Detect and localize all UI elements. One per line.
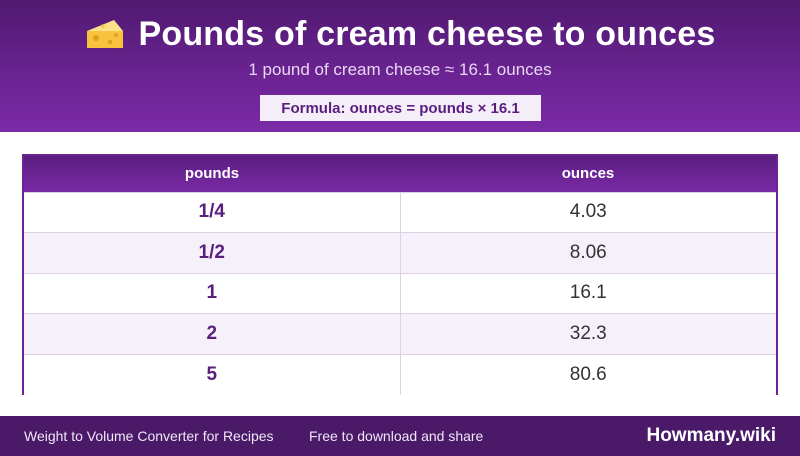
table-row: 1 16.1 — [24, 272, 776, 314]
cell-ounces: 8.06 — [400, 232, 776, 273]
table-row: 5 80.6 — [24, 353, 776, 395]
table-row: 2 32.3 — [24, 313, 776, 354]
cheese-icon — [84, 17, 126, 51]
header-banner: Pounds of cream cheese to ounces 1 pound… — [0, 0, 800, 132]
cell-ounces: 16.1 — [400, 272, 776, 314]
footer-tagline: Weight to Volume Converter for Recipes — [24, 428, 274, 444]
cell-pounds: 1/2 — [24, 232, 401, 273]
cell-ounces: 32.3 — [400, 313, 776, 354]
cell-pounds: 1/4 — [24, 191, 401, 233]
column-header-ounces: ounces — [561, 165, 615, 183]
table-header-row: pounds ounces — [24, 156, 776, 192]
table-row: 1/2 8.06 — [24, 232, 776, 273]
cell-pounds: 1 — [24, 272, 401, 314]
table-row: 1/4 4.03 — [24, 191, 776, 233]
page-title: Pounds of cream cheese to ounces — [0, 12, 800, 56]
cell-pounds: 2 — [24, 313, 401, 354]
brand-logo-text[interactable]: Howmany.wiki — [646, 425, 776, 446]
footer-share-note: Free to download and share — [309, 428, 484, 444]
cell-ounces: 80.6 — [400, 353, 776, 395]
cell-ounces: 4.03 — [400, 191, 776, 233]
subtitle: 1 pound of cream cheese ≈ 16.1 ounces — [248, 60, 552, 79]
column-header-pounds: pounds — [184, 165, 240, 183]
conversion-table: pounds ounces 1/4 4.03 1/2 8.06 1 16.1 2… — [22, 154, 778, 395]
cell-pounds: 5 — [24, 353, 401, 395]
formula-badge: Formula: ounces = pounds × 16.1 — [260, 95, 541, 121]
page-title-text: Pounds of cream cheese to ounces — [138, 14, 716, 53]
footer-bar: Weight to Volume Converter for Recipes F… — [0, 416, 800, 456]
